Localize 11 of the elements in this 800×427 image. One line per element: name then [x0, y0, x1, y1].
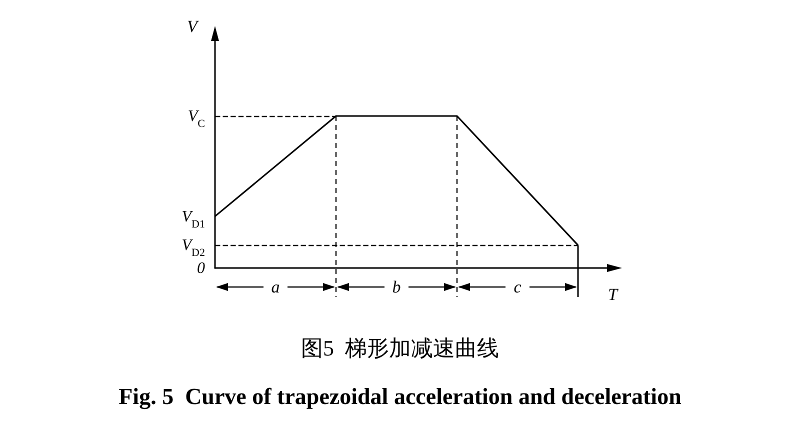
y-axis-title: V [187, 17, 200, 36]
ref-line-label: V$_{C}$ [188, 108, 205, 130]
text: b [392, 278, 401, 296]
text: V$_{D1}$ [182, 208, 205, 230]
text: a [271, 278, 280, 296]
text: 0 [197, 260, 205, 277]
x-axis-title: T [608, 285, 619, 304]
text: c [514, 278, 522, 296]
text: 图5 梯形加减速曲线 [301, 336, 499, 360]
text: Fig. 5 Curve of trapezoidal acceleration and deceleration [118, 384, 682, 410]
ref-line-label: V$_{D2}$ [182, 237, 205, 260]
